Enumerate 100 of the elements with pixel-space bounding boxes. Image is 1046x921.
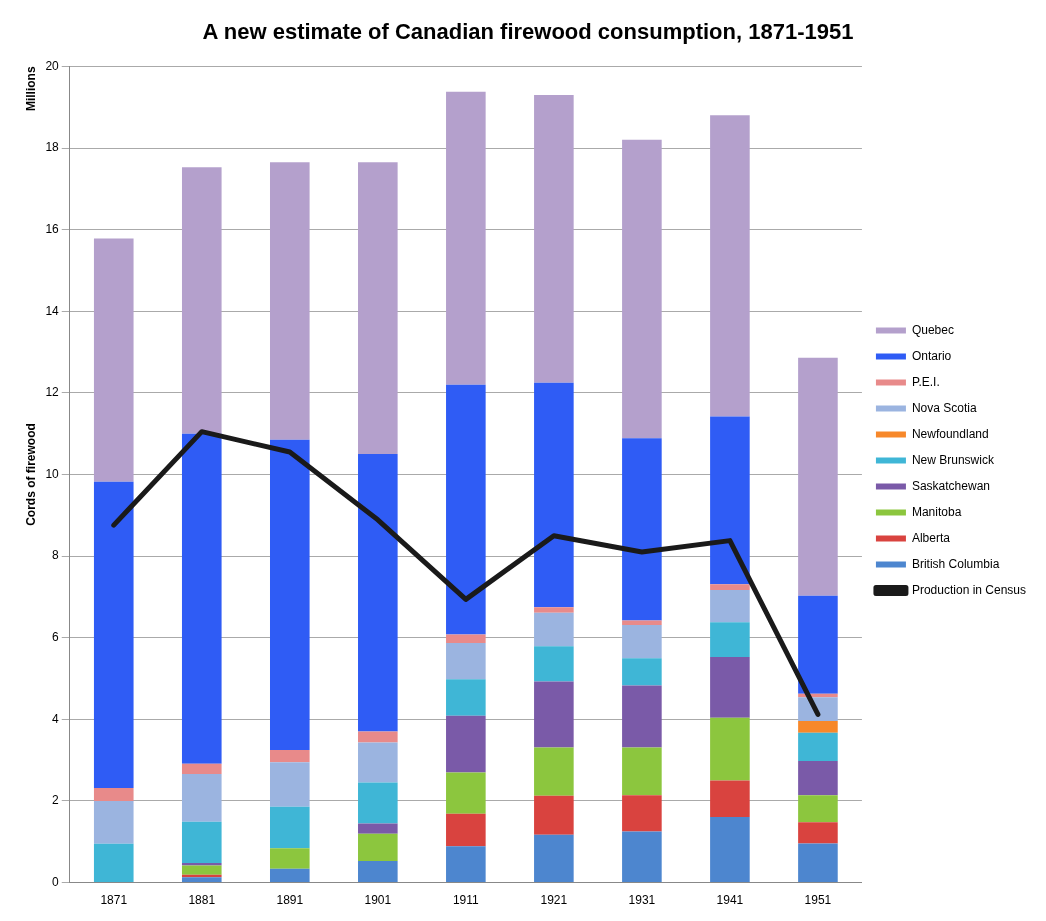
bar (798, 357, 838, 596)
bar (181, 167, 222, 434)
y-tick-label: 0 (52, 874, 60, 889)
bar (798, 822, 838, 844)
bar (181, 821, 222, 864)
x-tick-label: 1951 (804, 893, 832, 908)
legend-label: Ontario (911, 348, 952, 363)
bar (270, 749, 310, 763)
bar (710, 780, 750, 817)
bar (270, 439, 310, 750)
bar (622, 831, 662, 883)
bar (710, 584, 750, 590)
bar (93, 800, 134, 844)
bar (798, 843, 838, 883)
y-tick-label: 8 (52, 548, 60, 563)
bar (358, 162, 398, 455)
x-tick-label: 1871 (100, 893, 128, 908)
bar (534, 747, 574, 796)
bar (93, 481, 134, 788)
y-tick-label: 2 (52, 793, 60, 808)
x-tick-label: 1911 (452, 893, 480, 908)
bar (181, 763, 222, 775)
bar (798, 795, 838, 823)
bar (710, 416, 750, 585)
y-tick-label: 4 (52, 711, 60, 726)
bar (798, 595, 838, 694)
bar (270, 762, 310, 807)
bar (446, 679, 486, 716)
legend-label: P.E.I. (911, 374, 940, 389)
bar (534, 607, 574, 613)
bar (710, 656, 750, 718)
bar (534, 612, 574, 647)
bar (534, 94, 574, 383)
bar (358, 454, 398, 732)
bar (798, 732, 838, 761)
bar (622, 685, 662, 748)
bar (446, 715, 486, 773)
bar (446, 643, 486, 680)
bar (622, 620, 662, 626)
bar (181, 865, 222, 875)
legend-label: Nova Scotia (911, 400, 977, 415)
legend-label: Alberta (911, 530, 951, 545)
bar (446, 772, 486, 814)
bar (622, 747, 662, 796)
bar (446, 846, 486, 883)
x-tick-label: 1881 (188, 893, 216, 908)
x-tick-label: 1891 (276, 893, 304, 908)
y-tick-label: 16 (45, 221, 60, 236)
legend-label: New Brunswick (911, 452, 995, 467)
bar (446, 91, 486, 385)
bar (798, 760, 838, 796)
bar (358, 833, 398, 861)
bar (270, 162, 310, 440)
legend-label: British Columbia (911, 556, 1000, 571)
y-tick-label: 6 (52, 630, 60, 645)
bar (798, 720, 838, 733)
bar (358, 782, 398, 824)
bar (93, 787, 134, 801)
bar (622, 625, 662, 659)
bar (181, 774, 222, 822)
x-tick-label: 1931 (628, 893, 656, 908)
bar (93, 843, 134, 883)
bar (270, 868, 310, 883)
bar (358, 823, 398, 834)
y-tick-label: 18 (45, 140, 60, 155)
bar (710, 589, 750, 623)
bar (358, 742, 398, 783)
bar (181, 433, 222, 764)
y-tick-label: 10 (45, 466, 60, 481)
bar (710, 816, 750, 883)
bar (358, 860, 398, 883)
bar (446, 634, 486, 644)
bar (710, 717, 750, 781)
bar (446, 384, 486, 635)
bar (534, 795, 574, 835)
y-axis-title: Cords of firewood (23, 423, 38, 526)
bar (534, 646, 574, 682)
bar (622, 658, 662, 686)
legend-label: Newfoundland (911, 426, 989, 441)
y-tick-label: 20 (45, 58, 60, 73)
bar (270, 806, 310, 849)
legend-label: Manitoba (911, 504, 962, 519)
bar (93, 238, 134, 482)
legend-label: Quebec (911, 322, 954, 337)
bar (446, 813, 486, 847)
bar (710, 115, 750, 417)
bar (358, 731, 398, 743)
bar (622, 438, 662, 621)
text: Millions (24, 66, 39, 112)
x-tick-label: 1901 (364, 893, 392, 908)
bar (622, 139, 662, 439)
bar (181, 877, 222, 883)
bar (534, 382, 574, 608)
legend-label: Production in Census (911, 582, 1027, 597)
bar (534, 681, 574, 748)
y-tick-label: 14 (45, 303, 60, 318)
x-tick-label: 1921 (540, 893, 568, 908)
bar (534, 834, 574, 883)
x-tick-label: 1941 (716, 893, 744, 908)
legend-label: Saskatchewan (911, 478, 990, 493)
